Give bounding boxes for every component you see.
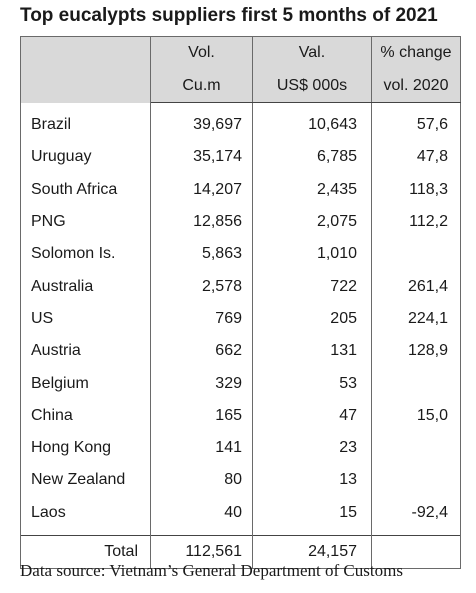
country-cell: Hong Kong [20,431,151,465]
total-vol: 112,561 [150,534,253,569]
pct-cell [371,238,461,271]
vol-cell: 5,863 [150,238,253,271]
table-row: Hong Kong 141 23 [20,431,461,465]
val-cell: 205 [252,302,372,336]
table-row: Uruguay 35,174 6,785 47,8 [20,141,461,174]
table-title: Top eucalypts suppliers first 5 months o… [20,5,438,26]
pct-cell: 224,1 [371,302,461,336]
header-vol-unit: Cu.m [150,69,253,103]
vol-cell: 165 [150,399,253,432]
country-cell: Uruguay [20,141,151,174]
data-source-note: Data source: Vietnam’s General Departmen… [20,561,403,580]
vol-cell: 14,207 [150,173,253,206]
table-header: Vol. Val. % change Cu.m US$ 000s vol. 20… [20,36,461,103]
val-cell: 23 [252,431,372,465]
val-cell: 2,075 [252,205,372,239]
val-cell: 15 [252,496,372,536]
country-cell: Australia [20,270,151,303]
header-row-2: Cu.m US$ 000s vol. 2020 [21,69,461,103]
country-cell: PNG [20,205,151,239]
val-cell: 722 [252,270,372,303]
pct-cell: 128,9 [371,335,461,368]
country-cell: US [20,302,151,336]
pct-cell: 15,0 [371,399,461,432]
vol-cell: 12,856 [150,205,253,239]
country-cell: Belgium [20,367,151,400]
table-footer: Total 112,561 24,157 [20,534,461,569]
table-row: PNG 12,856 2,075 112,2 [20,205,461,239]
country-cell: Laos [20,496,151,536]
total-val: 24,157 [252,534,372,569]
table-row: Austria 662 131 128,9 [20,335,461,368]
table-body: Brazil 39,697 10,643 57,6 Uruguay 35,174 6,785… [20,102,461,536]
vol-cell: 769 [150,302,253,336]
header-val-unit: US$ 000s [252,69,372,103]
vol-cell: 329 [150,367,253,400]
val-cell: 13 [252,464,372,497]
vol-cell: 662 [150,335,253,368]
country-cell: New Zealand [20,464,151,497]
table-row: Belgium 329 53 [20,367,461,400]
val-cell: 47 [252,399,372,432]
pct-cell [371,367,461,400]
table-row: Brazil 39,697 10,643 57,6 [20,102,461,142]
header-vol: Vol. [150,36,253,69]
vol-cell: 40 [150,496,253,536]
table-row: Australia 2,578 722 261,4 [20,270,461,303]
country-cell: Brazil [20,102,151,142]
country-cell: China [20,399,151,432]
vol-cell: 141 [150,431,253,465]
pct-cell: 118,3 [371,173,461,206]
header-val: Val. [252,36,372,69]
suppliers-table: Vol. Val. % change Cu.m US$ 000s vol. 20… [20,36,461,569]
val-cell: 53 [252,367,372,400]
total-row: Total 112,561 24,157 [20,534,461,569]
val-cell: 1,010 [252,238,372,271]
total-pct [371,534,461,569]
country-cell: South Africa [20,173,151,206]
val-cell: 131 [252,335,372,368]
table-row: US 769 205 224,1 [20,302,461,336]
pct-cell: 57,6 [371,102,461,142]
pct-cell: 47,8 [371,141,461,174]
table-row: Laos 40 15 -92,4 [20,496,461,536]
table-row: China 165 47 15,0 [20,399,461,432]
val-cell: 2,435 [252,173,372,206]
table-row: New Zealand 80 13 [20,464,461,497]
vol-cell: 80 [150,464,253,497]
table-row: Solomon Is. 5,863 1,010 [20,238,461,271]
pct-cell [371,464,461,497]
pct-cell: -92,4 [371,496,461,536]
table-row: South Africa 14,207 2,435 118,3 [20,173,461,206]
val-cell: 6,785 [252,141,372,174]
header-pct: % change [371,36,461,69]
header-corner [20,36,151,103]
pct-cell [371,431,461,465]
vol-cell: 2,578 [150,270,253,303]
country-cell: Austria [20,335,151,368]
header-pct-unit: vol. 2020 [371,69,461,103]
vol-cell: 35,174 [150,141,253,174]
vol-cell: 39,697 [150,102,253,142]
total-label: Total [20,534,151,569]
val-cell: 10,643 [252,102,372,142]
country-cell: Solomon Is. [20,238,151,271]
pct-cell: 112,2 [371,205,461,239]
pct-cell: 261,4 [371,270,461,303]
header-row-1: Vol. Val. % change [20,36,461,103]
